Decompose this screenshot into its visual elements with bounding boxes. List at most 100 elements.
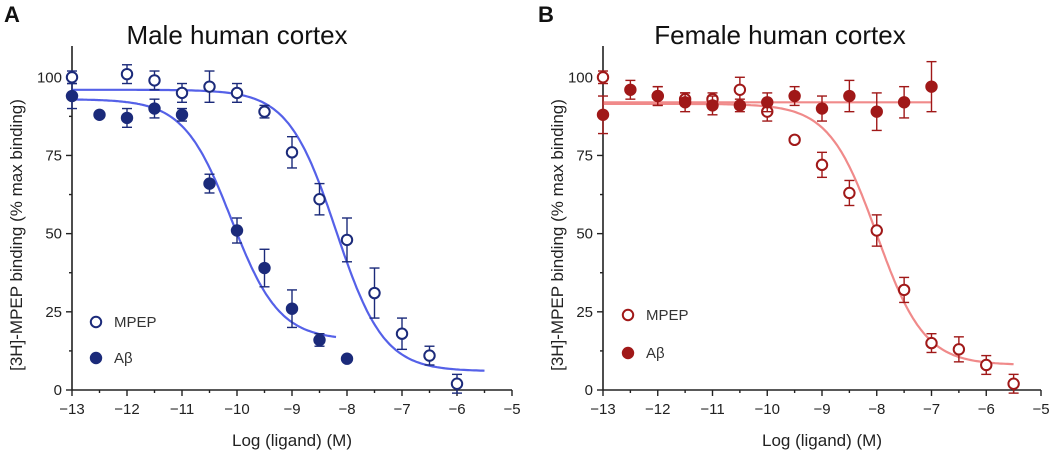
open-circle-marker bbox=[175, 86, 189, 100]
filled-circle-marker bbox=[706, 99, 719, 112]
data-point-abeta bbox=[258, 248, 271, 288]
filled-circle-marker bbox=[815, 102, 829, 115]
axes-a: −13 −12 −11 −10 −9 −8 −7 −6 −5 0 25 50 75 100 bbox=[37, 46, 521, 418]
data-point-mpep bbox=[313, 182, 326, 216]
x-tick-label: −10 bbox=[755, 401, 780, 418]
x-axis-title-a: Log (ligand) (M) bbox=[232, 431, 352, 450]
data-point-mpep bbox=[285, 135, 299, 169]
legend-label-mpep-a: MPEP bbox=[114, 314, 157, 331]
fit-curve-mpep bbox=[603, 102, 1014, 366]
y-tick-label: 50 bbox=[45, 226, 62, 243]
x-tick-label: −11 bbox=[700, 401, 724, 418]
open-circle-marker bbox=[120, 67, 134, 81]
x-tick-label: −12 bbox=[114, 401, 139, 418]
filled-circle-marker bbox=[93, 108, 106, 122]
data-point-mpep bbox=[340, 217, 354, 263]
data-point-mpep bbox=[596, 70, 610, 85]
y-tick-label: 0 bbox=[585, 382, 593, 399]
fit-curves-b bbox=[603, 101, 1014, 366]
filled-circle-marker bbox=[733, 99, 747, 112]
x-tick-label: −9 bbox=[283, 401, 300, 418]
x-tick-label: −7 bbox=[393, 401, 410, 418]
y-tick-label: 75 bbox=[576, 147, 593, 164]
x-tick-label: −10 bbox=[224, 401, 249, 418]
panel-letter-a: A bbox=[4, 2, 20, 27]
x-tick-label: −13 bbox=[590, 401, 615, 418]
data-point-abeta bbox=[843, 79, 856, 113]
open-circle-marker bbox=[815, 158, 829, 172]
y-tick-label: 100 bbox=[568, 69, 593, 86]
fit-curve-mpep bbox=[72, 88, 485, 372]
open-circle-marker bbox=[897, 283, 911, 297]
x-tick-label: −5 bbox=[1032, 401, 1049, 418]
legend-a: MPEP Aβ bbox=[89, 314, 157, 367]
x-tick-label: −9 bbox=[813, 401, 830, 418]
data-point-abeta bbox=[925, 60, 938, 113]
panel-a: A Male human cortex [3H]-MPEP binding (%… bbox=[4, 2, 521, 450]
filled-circle-marker bbox=[678, 96, 692, 109]
filled-circle-marker bbox=[340, 352, 354, 365]
open-circle-marker bbox=[313, 193, 326, 206]
filled-circle-marker bbox=[230, 224, 244, 237]
data-point-mpep bbox=[815, 151, 829, 179]
open-circle-marker bbox=[423, 349, 436, 362]
open-circle-marker bbox=[925, 336, 938, 350]
x-tick-label: −6 bbox=[448, 401, 465, 418]
legend-item-mpep-a: MPEP bbox=[89, 314, 157, 331]
data-point-mpep bbox=[450, 373, 464, 394]
x-tick-label: −5 bbox=[503, 401, 520, 418]
filled-circle-marker bbox=[788, 89, 801, 103]
filled-circle-marker bbox=[285, 302, 299, 315]
open-circle-marker bbox=[1007, 377, 1020, 390]
filled-circle-marker bbox=[65, 89, 79, 103]
data-point-abeta bbox=[788, 85, 801, 107]
filled-circle-marker bbox=[897, 96, 911, 109]
legend-label-abeta-a: Aβ bbox=[114, 350, 133, 367]
legend-item-mpep-b: MPEP bbox=[621, 307, 689, 324]
x-tick-label: −6 bbox=[978, 401, 995, 418]
data-point-mpep bbox=[395, 317, 409, 351]
y-tick-label: 25 bbox=[45, 304, 62, 321]
data-point-mpep bbox=[952, 336, 966, 363]
data-point-mpep bbox=[65, 70, 79, 85]
filled-circle-marker bbox=[596, 108, 610, 122]
y-tick-label: 100 bbox=[37, 69, 62, 86]
x-tick-label: −13 bbox=[59, 401, 84, 418]
data-point-mpep bbox=[870, 214, 883, 247]
panel-b: B Female human cortex [3H]-MPEP binding … bbox=[538, 2, 1050, 450]
open-circle-marker bbox=[952, 343, 966, 356]
data-point-mpep bbox=[925, 333, 938, 354]
data-point-abeta bbox=[624, 79, 637, 100]
data-point-abeta bbox=[815, 95, 829, 122]
data-point-abeta bbox=[313, 333, 326, 347]
open-circle-marker bbox=[733, 83, 747, 96]
panel-letter-b: B bbox=[538, 2, 554, 27]
filled-circle-marker bbox=[925, 80, 938, 93]
chart-title-a: Male human cortex bbox=[126, 20, 347, 50]
data-point-abeta bbox=[175, 107, 189, 122]
x-tick-label: −8 bbox=[338, 401, 355, 418]
y-axis-title-b: [3H]-MPEP binding (% max binding) bbox=[548, 99, 567, 371]
legend-b: MPEP Aβ bbox=[621, 307, 689, 362]
data-point-abeta bbox=[651, 85, 664, 107]
data-point-abeta bbox=[870, 92, 883, 132]
data-point-abeta bbox=[93, 108, 106, 122]
data-point-mpep bbox=[897, 276, 911, 304]
data-point-abeta bbox=[203, 173, 216, 194]
filled-circle-marker bbox=[148, 102, 161, 115]
data-point-mpep bbox=[843, 179, 856, 207]
y-tick-label: 25 bbox=[576, 304, 593, 321]
data-point-mpep bbox=[148, 70, 161, 91]
open-circle-marker bbox=[230, 86, 244, 100]
open-circle-marker bbox=[258, 105, 271, 118]
filled-circle-marker bbox=[761, 96, 774, 109]
y-tick-label: 75 bbox=[45, 147, 62, 164]
open-circle-marker bbox=[788, 133, 801, 147]
filled-circle-marker bbox=[651, 89, 664, 103]
open-circle-marker bbox=[203, 80, 216, 93]
y-tick-label: 0 bbox=[54, 382, 62, 399]
y-axis-title-a: [3H]-MPEP binding (% max binding) bbox=[7, 99, 26, 371]
open-circle-marker bbox=[843, 186, 856, 200]
data-point-abeta bbox=[596, 95, 610, 135]
